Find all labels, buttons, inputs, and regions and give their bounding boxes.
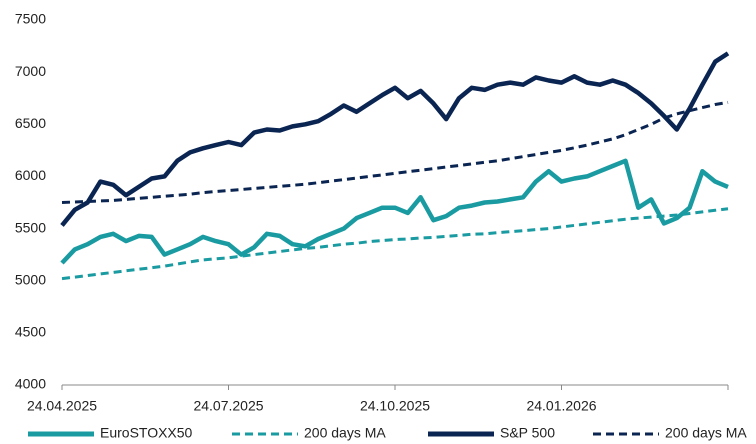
- y-tick-label: 6000: [15, 167, 46, 183]
- x-tick-label: 24.07.2025: [193, 398, 263, 414]
- legend-label: 200 days MA: [304, 425, 386, 441]
- series-line: [61, 100, 729, 204]
- y-tick-label: 4000: [15, 376, 46, 392]
- legend-label: EuroSTOXX50: [100, 425, 193, 441]
- y-tick-label: 4500: [15, 324, 46, 340]
- series-line: [61, 207, 729, 281]
- legend-label: S&P 500: [500, 425, 555, 441]
- y-tick-label: 7500: [15, 11, 46, 27]
- x-tick-label: 24.01.2026: [526, 398, 596, 414]
- x-tick-label: 24.04.2025: [27, 398, 97, 414]
- x-tick-label: 24.10.2025: [360, 398, 430, 414]
- legend-label: 200 days MA: [665, 425, 747, 441]
- y-tick-label: 6500: [15, 115, 46, 131]
- y-tick-label: 7000: [15, 63, 46, 79]
- y-tick-label: 5000: [15, 271, 46, 287]
- series-line: [60, 158, 729, 265]
- y-tick-label: 5500: [15, 219, 46, 235]
- series-line: [60, 51, 730, 227]
